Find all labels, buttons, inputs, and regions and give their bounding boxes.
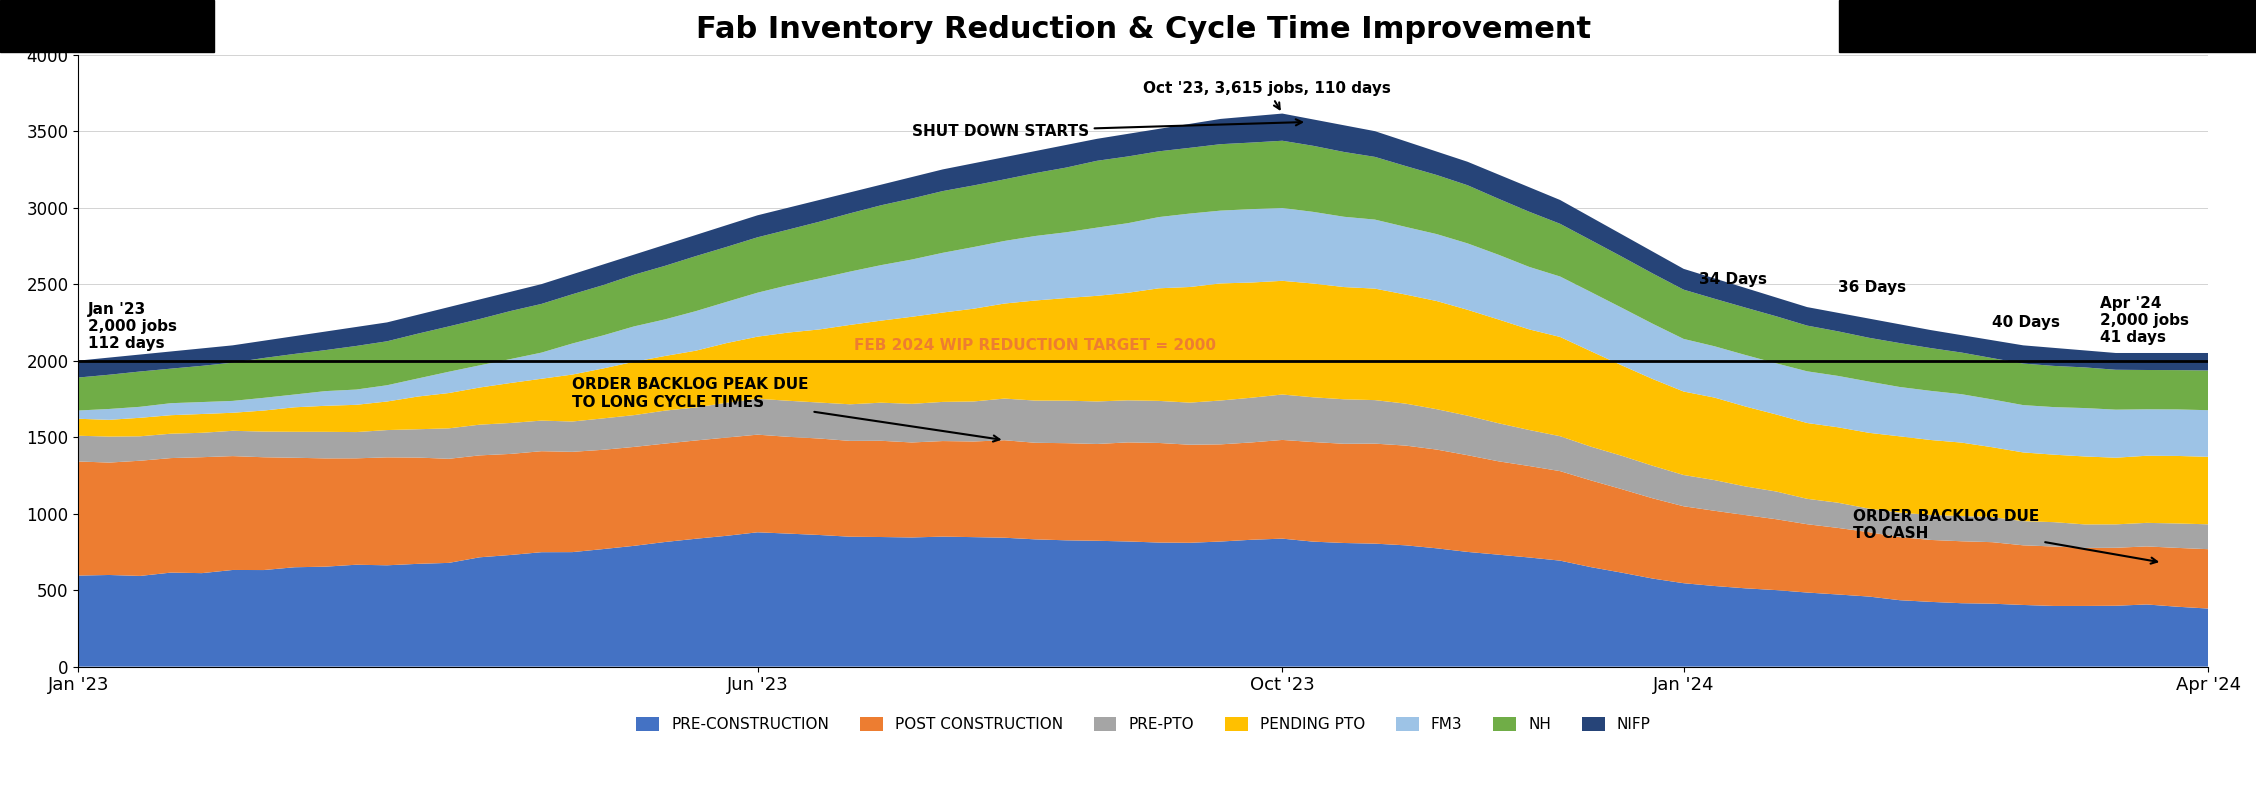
Text: FEB 2024 WIP REDUCTION TARGET = 2000: FEB 2024 WIP REDUCTION TARGET = 2000 <box>855 338 1216 353</box>
Text: ORDER BACKLOG PEAK DUE
TO LONG CYCLE TIMES: ORDER BACKLOG PEAK DUE TO LONG CYCLE TIM… <box>573 377 999 442</box>
Text: 36 Days: 36 Days <box>1839 280 1906 295</box>
Text: 34 Days: 34 Days <box>1699 272 1766 287</box>
Text: ORDER BACKLOG DUE
TO CASH: ORDER BACKLOG DUE TO CASH <box>1854 509 2157 564</box>
Title: Fab Inventory Reduction & Cycle Time Improvement: Fab Inventory Reduction & Cycle Time Imp… <box>695 15 1590 44</box>
Text: SHUT DOWN STARTS: SHUT DOWN STARTS <box>911 119 1302 139</box>
Text: 40 Days: 40 Days <box>1992 315 2060 330</box>
Legend: PRE-CONSTRUCTION, POST CONSTRUCTION, PRE-PTO, PENDING PTO, FM3, NH, NIFP: PRE-CONSTRUCTION, POST CONSTRUCTION, PRE… <box>629 711 1656 738</box>
Text: Jobs in fab: Jobs in fab <box>2 18 95 36</box>
Text: Apr '24
2,000 jobs
41 days: Apr '24 2,000 jobs 41 days <box>2100 296 2188 345</box>
Text: Jan '23
2,000 jobs
112 days: Jan '23 2,000 jobs 112 days <box>88 301 176 351</box>
Text: Oct '23, 3,615 jobs, 110 days: Oct '23, 3,615 jobs, 110 days <box>1144 81 1392 109</box>
